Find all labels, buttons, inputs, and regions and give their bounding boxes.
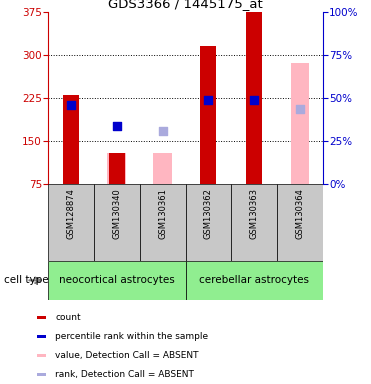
Bar <box>231 184 277 261</box>
Text: GSM130340: GSM130340 <box>112 188 121 239</box>
Text: GSM130363: GSM130363 <box>250 188 259 239</box>
Point <box>206 96 211 103</box>
Bar <box>153 152 172 184</box>
Text: GSM130361: GSM130361 <box>158 188 167 239</box>
Point <box>251 96 257 103</box>
Bar <box>37 335 46 338</box>
Text: percentile rank within the sample: percentile rank within the sample <box>56 332 209 341</box>
Text: cell type: cell type <box>4 275 48 285</box>
Point <box>68 102 74 108</box>
Bar <box>63 95 79 184</box>
Text: GSM128874: GSM128874 <box>67 188 76 239</box>
Bar <box>48 261 186 300</box>
Bar <box>200 46 216 184</box>
Bar <box>37 316 46 319</box>
Bar <box>109 152 125 184</box>
Point <box>160 128 165 134</box>
Bar <box>37 373 46 376</box>
Point <box>114 122 120 129</box>
Text: GSM130364: GSM130364 <box>295 188 304 239</box>
Title: GDS3366 / 1445175_at: GDS3366 / 1445175_at <box>108 0 263 10</box>
Bar <box>246 12 262 184</box>
Text: rank, Detection Call = ABSENT: rank, Detection Call = ABSENT <box>56 370 194 379</box>
Text: count: count <box>56 313 81 322</box>
Text: value, Detection Call = ABSENT: value, Detection Call = ABSENT <box>56 351 199 360</box>
Bar <box>277 184 323 261</box>
Text: cerebellar astrocytes: cerebellar astrocytes <box>199 275 309 285</box>
Text: GSM130362: GSM130362 <box>204 188 213 239</box>
Bar <box>48 184 94 261</box>
Text: neocortical astrocytes: neocortical astrocytes <box>59 275 175 285</box>
Bar <box>186 184 231 261</box>
Bar <box>94 184 140 261</box>
Bar <box>37 354 46 357</box>
Bar <box>140 184 186 261</box>
Bar <box>108 152 126 184</box>
Bar <box>290 63 309 184</box>
Bar <box>186 261 323 300</box>
Point <box>297 106 303 113</box>
